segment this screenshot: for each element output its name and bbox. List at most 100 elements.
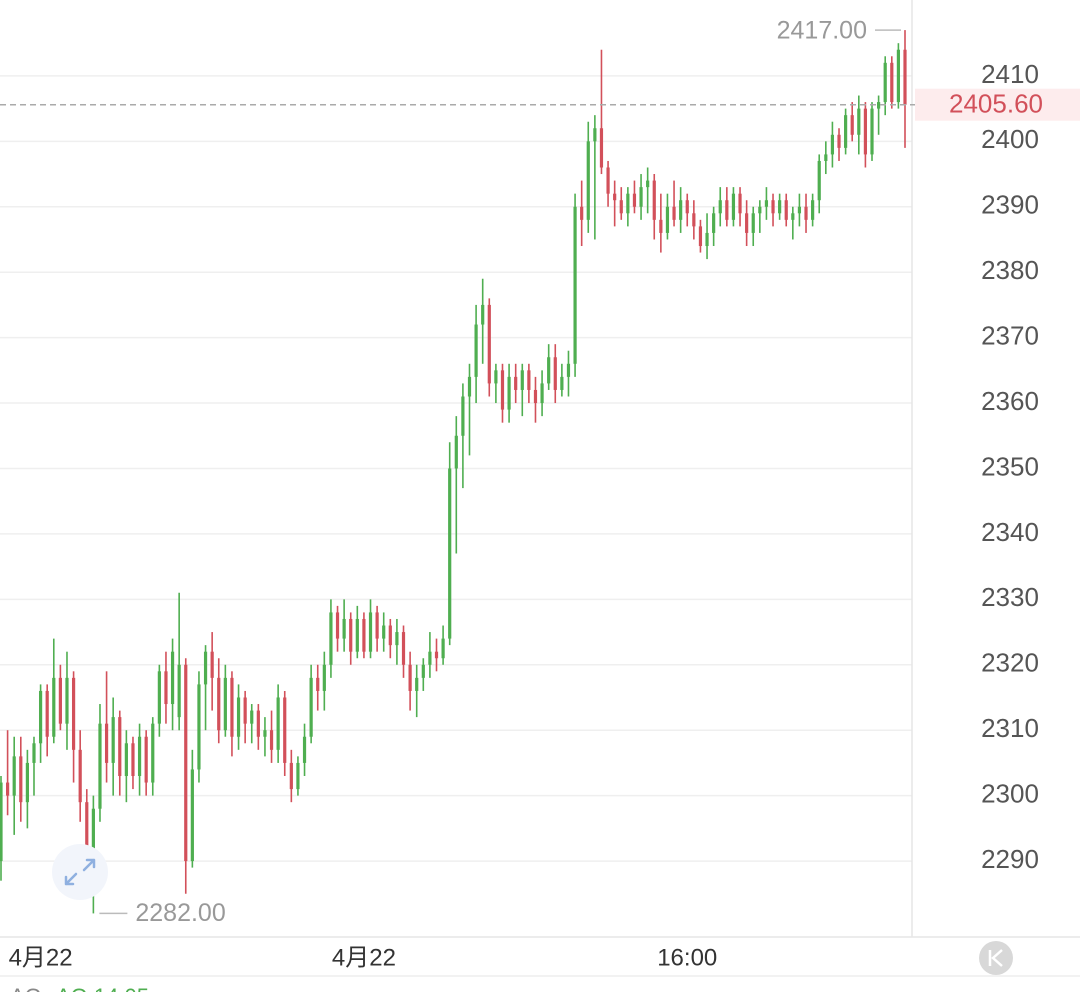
candle-body xyxy=(804,206,808,220)
y-tick-label: 2360 xyxy=(981,386,1039,416)
candle-body xyxy=(573,206,577,364)
candle-body xyxy=(461,396,465,436)
candle-body xyxy=(111,717,115,763)
zoom-button[interactable] xyxy=(52,844,108,900)
candle-body xyxy=(467,376,472,397)
candle-body xyxy=(705,232,709,247)
candle-body xyxy=(243,697,247,724)
indicator-value: AQ:14.05 xyxy=(56,984,149,992)
candle-body xyxy=(276,697,280,750)
candle-body xyxy=(157,671,161,724)
candle-body xyxy=(520,370,524,390)
candle-body xyxy=(672,206,676,220)
candle-body xyxy=(784,200,788,220)
candle-body xyxy=(448,468,452,639)
y-tick-label: 2340 xyxy=(981,517,1039,547)
y-tick-label: 2330 xyxy=(981,582,1039,612)
candle-body xyxy=(731,193,736,220)
candle-body xyxy=(797,206,802,214)
candle-body xyxy=(5,782,10,796)
candle-body xyxy=(613,193,617,201)
candle-body xyxy=(481,304,485,325)
candle-body xyxy=(837,134,841,148)
candle-body xyxy=(507,376,511,410)
candle-body xyxy=(771,200,775,214)
y-tick-label: 2390 xyxy=(981,190,1039,220)
candle-body xyxy=(309,677,313,737)
candle-body xyxy=(659,219,663,233)
candle-body xyxy=(283,697,287,763)
candle-body xyxy=(118,717,122,777)
candle-body xyxy=(434,651,439,659)
candle-body xyxy=(877,102,881,109)
candle-body xyxy=(382,625,386,639)
candle-body xyxy=(137,736,142,777)
candle-body xyxy=(38,690,43,744)
candle-body xyxy=(71,677,76,750)
candle-body xyxy=(830,134,835,155)
candle-body xyxy=(844,115,848,148)
candle-body xyxy=(52,677,56,737)
candle-body xyxy=(65,677,69,724)
candle-body xyxy=(487,304,491,384)
candle-body xyxy=(230,677,234,737)
candle-body xyxy=(85,802,89,875)
candle-body xyxy=(606,167,610,194)
candle-body xyxy=(751,213,755,233)
candle-body xyxy=(210,651,214,678)
collapse-button[interactable] xyxy=(979,941,1013,975)
y-tick-label: 2320 xyxy=(981,648,1039,678)
candle-body xyxy=(599,128,604,168)
candle-body xyxy=(850,115,854,135)
candle-body xyxy=(791,213,795,220)
candle-body xyxy=(177,664,181,718)
candle-body xyxy=(646,180,650,188)
candle-body xyxy=(553,357,557,390)
candle-body xyxy=(296,762,300,790)
x-tick-label: 4月22 xyxy=(9,944,73,971)
indicator-name: AQ xyxy=(10,984,42,992)
candle-body xyxy=(857,108,861,135)
candle-body xyxy=(144,736,148,783)
candle-body xyxy=(164,671,168,705)
candle-body xyxy=(527,370,531,390)
candle-body xyxy=(104,723,109,763)
candle-body xyxy=(639,187,643,207)
candle-body xyxy=(78,749,82,803)
candle-body xyxy=(474,324,478,377)
candle-body xyxy=(725,200,729,220)
candle-body xyxy=(401,632,406,665)
candle-body xyxy=(896,49,901,103)
candle-body xyxy=(679,200,683,220)
candle-body xyxy=(25,762,29,803)
candle-body xyxy=(566,363,571,377)
candle-body xyxy=(698,226,703,247)
candle-body xyxy=(217,677,221,731)
candle-body xyxy=(560,376,564,390)
candle-body xyxy=(184,664,188,862)
candles xyxy=(0,30,907,914)
candle-body xyxy=(593,128,597,142)
candle-body xyxy=(890,62,894,103)
price-tag xyxy=(915,88,1080,121)
candle-body xyxy=(500,370,505,410)
candle-body xyxy=(45,690,49,737)
candle-body xyxy=(718,200,722,214)
candle-body xyxy=(335,612,340,639)
price-label: 2405.60 xyxy=(949,89,1043,119)
candle-body xyxy=(197,684,201,770)
candle-body xyxy=(619,200,623,214)
candle-body xyxy=(349,618,353,652)
candle-body xyxy=(738,193,742,214)
candle-body xyxy=(250,710,254,724)
candle-body xyxy=(151,723,155,783)
candle-body xyxy=(533,389,538,404)
y-tick-label: 2300 xyxy=(981,779,1039,809)
high-label: 2417.00 xyxy=(777,17,867,45)
candle-body xyxy=(817,160,821,201)
candle-body xyxy=(302,736,307,763)
y-tick-label: 2290 xyxy=(981,844,1039,874)
candle-body xyxy=(586,141,590,220)
candle-body xyxy=(375,612,379,639)
